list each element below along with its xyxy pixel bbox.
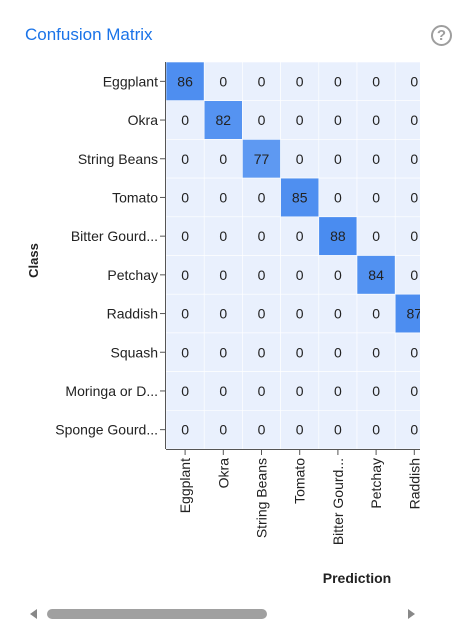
cell-value-label: 0 (296, 73, 304, 89)
cell-value-label: 0 (334, 112, 342, 128)
cell-value-label: 0 (410, 344, 418, 360)
cell-value-label: 0 (372, 422, 380, 438)
cell-value-label: 0 (258, 344, 266, 360)
column-tick-label: Raddish (406, 458, 420, 509)
cell-value-label: 0 (181, 344, 189, 360)
cell-value-label: 0 (296, 112, 304, 128)
cell-value-label: 0 (219, 383, 227, 399)
y-axis-title: Class (26, 243, 41, 278)
cell-value-label: 0 (181, 267, 189, 283)
chart-title: Confusion Matrix (25, 25, 153, 45)
cell-value-label: 0 (296, 383, 304, 399)
cell-value-label: 82 (216, 112, 232, 128)
cell-value-label: 0 (181, 228, 189, 244)
row-tick-label: Okra (128, 112, 159, 128)
row-tick-label: Tomato (112, 189, 158, 205)
cell-value-label: 0 (219, 73, 227, 89)
cell-value-label: 0 (410, 422, 418, 438)
cell-value-label: 0 (410, 189, 418, 205)
cell-value-label: 0 (334, 151, 342, 167)
row-tick-label: Squash (111, 344, 158, 360)
cell-value-label: 0 (219, 306, 227, 322)
help-icon[interactable]: ? (431, 25, 452, 46)
cell-value-label: 84 (368, 267, 384, 283)
cell-value-label: 0 (219, 422, 227, 438)
cell-value-label: 0 (372, 383, 380, 399)
row-tick-label: Bitter Gourd... (71, 228, 158, 244)
cell-value-label: 0 (372, 112, 380, 128)
cell-value-label: 0 (258, 306, 266, 322)
cell-value-label: 0 (410, 383, 418, 399)
cell-value-label: 88 (330, 228, 346, 244)
row-tick-label: Moringa or D... (65, 383, 158, 399)
cell-value-label: 0 (372, 306, 380, 322)
cell-value-label: 0 (296, 267, 304, 283)
chart-viewport: 86 0 0 0 0 0 0 0 82 0 0 0 0 0 0 0 77 0 0 0 0 0 0 0 85 0 0 0 0 0 0 0 88 0 0… (0, 55, 420, 600)
row-tick-label: Eggplant (103, 73, 158, 89)
row-tick-label: Sponge Gourd... (55, 422, 158, 438)
cell-value-label: 0 (219, 344, 227, 360)
cell-value-label: 0 (410, 267, 418, 283)
x-axis-title: Prediction (323, 570, 391, 586)
cell-value-label: 0 (258, 422, 266, 438)
cell-value-label: 0 (296, 344, 304, 360)
cell-value-label: 0 (410, 151, 418, 167)
cell-value-label: 86 (177, 73, 193, 89)
cell-value-label: 0 (219, 189, 227, 205)
cell-value-label: 0 (372, 151, 380, 167)
cell-value-label: 0 (181, 422, 189, 438)
cell-value-label: 0 (258, 267, 266, 283)
cell-value-label: 0 (410, 228, 418, 244)
cell-value-label: 0 (181, 151, 189, 167)
cell-value-label: 0 (296, 151, 304, 167)
cell-value-label: 0 (372, 344, 380, 360)
cell-value-label: 0 (258, 383, 266, 399)
cell-value-label: 0 (258, 189, 266, 205)
column-tick-label: Bitter Gourd... (330, 458, 346, 545)
cell-value-label: 0 (181, 383, 189, 399)
cell-value-label: 0 (219, 151, 227, 167)
scroll-left-icon[interactable] (30, 609, 37, 619)
cell-value-label: 0 (334, 383, 342, 399)
cell-value-label: 85 (292, 189, 308, 205)
column-tick-label: Petchay (368, 458, 384, 509)
cell-value-label: 0 (372, 73, 380, 89)
cell-value-label: 0 (410, 112, 418, 128)
row-tick-label: Petchay (107, 267, 158, 283)
cell-value-label: 87 (407, 306, 420, 322)
confusion-matrix-chart: 86 0 0 0 0 0 0 0 82 0 0 0 0 0 0 0 77 0 0 0 0 0 0 0 85 0 0 0 0 0 0 0 88 0 0… (0, 55, 420, 600)
cell-value-label: 0 (334, 344, 342, 360)
row-tick-label: String Beans (78, 151, 158, 167)
cell-value-label: 0 (258, 73, 266, 89)
scrollbar-thumb[interactable] (47, 609, 267, 619)
cell-value-label: 0 (181, 112, 189, 128)
column-tick-label: Tomato (292, 458, 308, 504)
column-tick-label: String Beans (254, 458, 270, 538)
cell-value-label: 0 (258, 228, 266, 244)
horizontal-scrollbar[interactable] (30, 606, 415, 622)
scroll-right-icon[interactable] (408, 609, 415, 619)
cell-value-label: 0 (219, 267, 227, 283)
cell-value-label: 0 (181, 189, 189, 205)
cell-value-label: 0 (258, 112, 266, 128)
column-tick-label: Okra (215, 458, 231, 489)
cell-value-label: 0 (334, 189, 342, 205)
cell-value-label: 0 (296, 306, 304, 322)
cell-value-label: 0 (296, 228, 304, 244)
cell-value-label: 0 (372, 228, 380, 244)
column-tick-label: Eggplant (177, 458, 193, 513)
cell-value-label: 0 (410, 73, 418, 89)
cell-value-label: 0 (219, 228, 227, 244)
cell-value-label: 0 (334, 73, 342, 89)
row-tick-label: Raddish (107, 306, 158, 322)
cell-value-label: 0 (296, 422, 304, 438)
cell-value-label: 77 (254, 151, 270, 167)
cell-value-label: 0 (181, 306, 189, 322)
cell-value-label: 0 (334, 422, 342, 438)
cell-value-label: 0 (334, 306, 342, 322)
cell-value-label: 0 (334, 267, 342, 283)
cell-value-label: 0 (372, 189, 380, 205)
